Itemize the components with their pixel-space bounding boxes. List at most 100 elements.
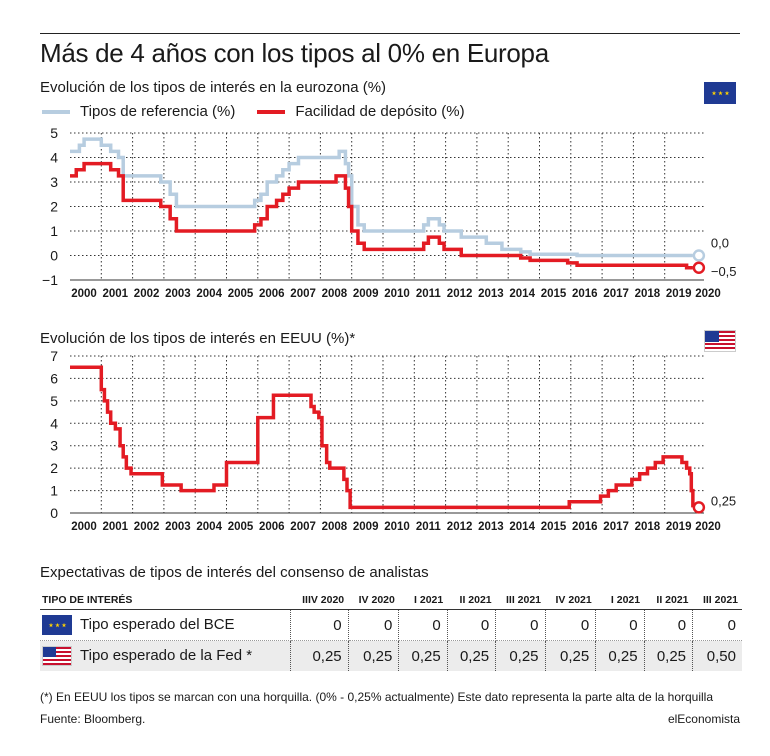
x-tick-label: 2000 [71,521,97,533]
table-header-cell: I 2021 [398,592,448,610]
x-tick-label: 2014 [509,288,535,300]
x-tick-label: 2001 [103,521,129,533]
y-tick-label: 0 [50,248,58,264]
y-tick-label: 3 [50,438,58,454]
table-header-cell: III 2021 [692,592,742,610]
legend-item-reference: Tipos de referencia (%) [40,103,235,120]
x-tick-label: 2012 [447,288,473,300]
x-tick-label: 2015 [541,521,567,533]
x-tick-label: 2004 [196,288,222,300]
table-header-row: TIPO DE INTERÉS IIIV 2020 IV 2020 I 2021… [40,592,742,610]
table-header-cell: IV 2021 [545,592,596,610]
row-label-cell: ⋆⋆⋆ Tipo esperado del BCE [40,609,292,641]
top-rule [40,33,740,34]
series-line-0 [70,365,695,510]
table-cell: 0,25 [545,640,597,671]
end-marker [692,249,706,262]
table-cell: 0 [290,609,349,641]
x-tick-label: 2009 [353,521,379,533]
x-tick-label: 2002 [134,521,160,533]
source-text: Fuente: Bloomberg. [40,712,146,726]
table-cell: 0,25 [290,640,349,671]
legend-swatch-reference [42,109,70,114]
table-cell: 0 [398,609,448,641]
x-tick-label: 2006 [259,521,285,533]
end-marker [692,261,706,274]
x-tick-label: 2015 [541,288,567,300]
x-tick-label: 2012 [447,521,473,533]
table-cell: 0,25 [595,640,645,671]
table-row: ⋆⋆⋆ Tipo esperado del BCE 0 0 0 0 0 0 0 0… [40,609,742,641]
table-cell: 0,50 [692,640,742,671]
eurozone-chart-title: Evolución de los tipos de interés en la … [40,79,387,96]
series-line-1 [70,161,693,270]
table-cell: 0 [692,609,742,641]
table-row: Tipo esperado de la Fed * 0,25 0,25 0,25… [40,640,742,671]
y-tick-label: 4 [50,415,58,431]
row-label: Tipo esperado de la Fed * [80,646,253,664]
table-cell: 0 [447,609,497,641]
expectations-table: TIPO DE INTERÉS IIIV 2020 IV 2020 I 2021… [40,592,742,671]
table-cell: 0 [644,609,694,641]
legend-swatch-deposit [257,109,286,114]
y-tick-label: 2 [50,199,58,215]
x-tick-label: 2011 [416,521,442,533]
y-tick-label: 2 [50,460,58,476]
x-tick-label: 2016 [572,521,598,533]
brand-logo: elEconomista [667,712,740,726]
table-cell: 0 [595,609,645,641]
x-tick-label: 2003 [165,288,191,300]
y-tick-label: 7 [50,348,58,364]
x-tick-label: 2018 [635,521,661,533]
legend-label-reference: Tipos de referencia (%) [80,103,236,120]
end-marker [692,501,706,514]
us-chart: 7 6 5 4 3 2 1 0 2000 2001 2002 2003 2004 2005 2006 2007… [50,348,736,533]
y-tick-label: 1 [50,483,58,499]
page-title: Más de 4 años con los tipos al 0% en Eur… [40,38,549,68]
row-label: Tipo esperado del BCE [80,615,235,633]
end-value-label: −0,5 [711,264,737,279]
us-flag-icon [42,646,72,666]
y-tick-label: 5 [50,393,58,409]
y-tick-label: 1 [50,223,58,239]
legend-label-deposit: Facilidad de depósito (%) [295,103,465,120]
end-value-label: 0,25 [711,493,736,508]
x-tick-label: 2001 [103,288,129,300]
charts-canvas: 5 4 3 2 1 0 −1 2000 2001 2002 2003 2004 2005 2006 2007… [42,125,737,533]
y-tick-label: 5 [50,125,58,141]
us-flag-icon [704,330,736,352]
x-tick-label: 2013 [478,521,504,533]
table-header-cell: II 2021 [644,592,693,610]
x-tick-label: 2018 [635,288,661,300]
x-tick-label: 2010 [384,521,410,533]
table-cell: 0 [495,609,546,641]
table-header-cell: TIPO DE INTERÉS [40,592,291,610]
x-tick-label: 2011 [416,288,442,300]
table-header-cell: IV 2020 [348,592,399,610]
table-cell: 0,25 [398,640,448,671]
table-cell: 0 [545,609,597,641]
table-header-cell: II 2021 [447,592,496,610]
x-tick-label: 2002 [134,288,160,300]
y-tick-label: 0 [50,505,58,521]
table-cell: 0,25 [447,640,497,671]
x-tick-label: 2017 [603,521,629,533]
x-tick-label: 2007 [290,521,316,533]
row-label-cell: Tipo esperado de la Fed * [40,640,292,671]
table-cell: 0,25 [495,640,546,671]
y-tick-label: 6 [50,370,58,386]
eu-flag-icon: ⋆⋆⋆ [42,615,72,635]
series-line-0 [70,137,693,258]
y-tick-label: 3 [50,174,58,190]
x-tick-label: 2003 [165,521,191,533]
x-tick-label: 2019 [666,288,692,300]
x-tick-label: 2020 [695,288,721,300]
x-tick-label: 2016 [572,288,598,300]
x-tick-label: 2017 [603,288,629,300]
x-tick-label: 2009 [353,288,379,300]
x-tick-label: 2020 [695,521,721,533]
y-tick-label: 4 [50,150,58,166]
table-cell: 0 [348,609,400,641]
x-tick-label: 2005 [228,521,254,533]
eu-flag-icon: ⋆⋆⋆ [704,82,736,104]
